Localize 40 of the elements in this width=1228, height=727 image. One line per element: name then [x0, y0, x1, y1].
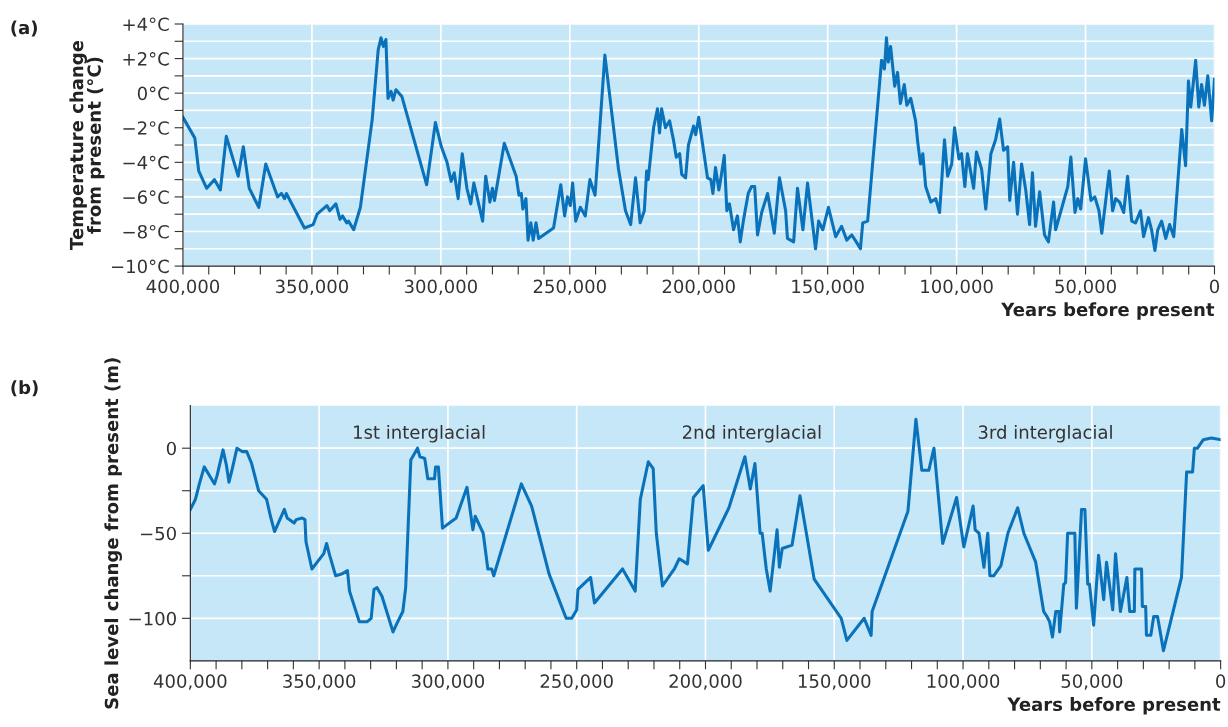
- x-tick-label: 150,000: [792, 279, 864, 296]
- y-axis-title: Sea level change from present (m): [104, 358, 122, 709]
- x-tick-label: 200,000: [669, 674, 742, 690]
- y-tick-label: −6°C: [123, 190, 169, 205]
- x-tick-label: 50,000: [1055, 279, 1116, 296]
- annotation: 3rd interglacial: [978, 425, 1112, 443]
- text: (b): [11, 380, 38, 397]
- x-tick-label: 350,000: [275, 279, 349, 296]
- x-tick-label: 400,000: [146, 279, 220, 296]
- x-tick-label: 250,000: [533, 279, 606, 296]
- x-tick-label: 300,000: [411, 674, 485, 690]
- x-tick-label: 150,000: [798, 674, 871, 690]
- x-tick-label: 200,000: [662, 279, 735, 296]
- y-tick-label: −100: [129, 611, 176, 626]
- y-tick-label: −4°C: [123, 155, 169, 170]
- y-axis-title: Temperature change from present (°C): [69, 40, 105, 250]
- x-tick-label: 350,000: [283, 674, 356, 690]
- y-tick-label: −50: [140, 526, 176, 541]
- x-tick-label: 100,000: [927, 674, 1000, 690]
- annotation: 1st interglacial: [354, 425, 485, 443]
- y-tick-label: −2°C: [123, 121, 169, 135]
- y-tick-label: +2°C: [123, 52, 169, 66]
- line-series: [182, 36, 1215, 253]
- y-tick-label: −10°C: [111, 259, 169, 274]
- x-tick-label: 100,000: [921, 279, 993, 296]
- x-axis-title: Years before present: [1001, 302, 1215, 320]
- x-axis-title: Years before present: [1007, 697, 1221, 715]
- x-tick-label: 0: [1209, 279, 1220, 294]
- x-tick-label: 250,000: [540, 674, 613, 690]
- annotation: 2nd interglacial: [682, 425, 821, 443]
- y-tick-label: 0°C: [137, 86, 169, 101]
- y-tick-label: +4°C: [123, 17, 169, 32]
- x-tick-label: 0: [1216, 674, 1226, 689]
- y-tick-label: −8°C: [123, 224, 169, 239]
- y-tick-label: 0: [166, 441, 176, 456]
- x-tick-label: 400,000: [153, 674, 227, 690]
- line-series: [190, 417, 1221, 653]
- x-tick-label: 300,000: [404, 279, 477, 296]
- text: (a): [11, 20, 37, 37]
- x-tick-label: 50,000: [1061, 674, 1123, 690]
